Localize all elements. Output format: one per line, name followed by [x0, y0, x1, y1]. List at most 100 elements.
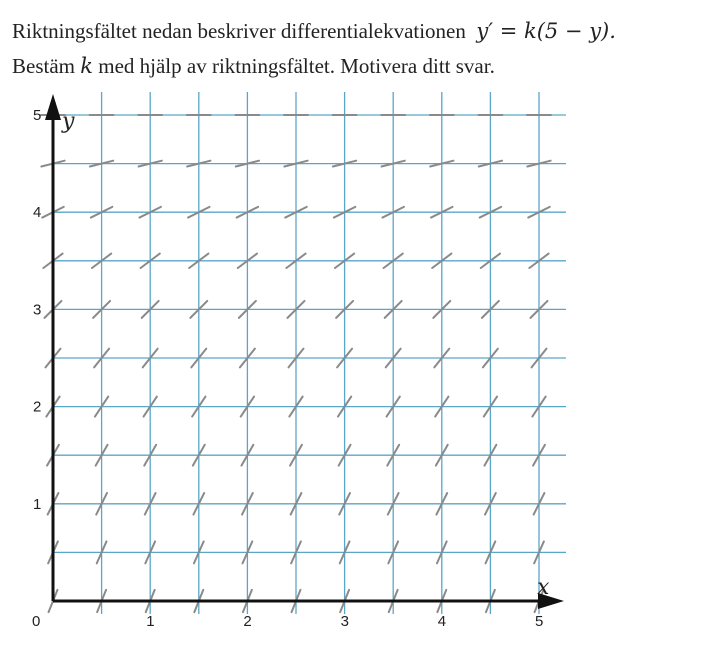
slope-segment: [140, 299, 160, 319]
slope-segment: [435, 492, 449, 516]
slope-segment: [290, 540, 302, 565]
slope-segment: [383, 299, 403, 319]
origin-label: 0: [32, 613, 40, 630]
question-line-1: Riktningsfältet nedan beskriver differen…: [12, 14, 698, 49]
slope-segment: [432, 299, 452, 319]
slope-segment: [191, 395, 207, 418]
y-axis-title: y: [61, 109, 75, 134]
slope-segment: [138, 205, 162, 219]
slope-segment: [139, 252, 161, 269]
slope-segment: [137, 159, 163, 168]
slope-segment: [429, 159, 455, 168]
slope-segment: [287, 347, 305, 369]
slope-segment: [480, 299, 500, 319]
slope-segment: [188, 252, 210, 269]
question-instruction: med hjälp av riktningsfältet. Motivera d…: [98, 54, 495, 78]
slope-segment: [241, 540, 254, 565]
slope-segment: [338, 492, 351, 516]
slope-segment: [289, 492, 303, 516]
question-line-2: Bestäm k med hjälp av riktningsfältet. M…: [12, 49, 698, 84]
slope-segment: [335, 299, 355, 319]
slope-segment: [532, 443, 546, 467]
slope-segments: [40, 114, 552, 614]
slope-segment: [529, 299, 549, 319]
axes: [45, 94, 564, 609]
slope-segment: [477, 159, 504, 168]
x-axis-title: x: [537, 575, 550, 600]
slope-segment: [332, 205, 357, 219]
slope-segment: [94, 443, 109, 467]
slope-segment: [430, 205, 454, 219]
slope-segment: [527, 205, 551, 219]
slope-segment: [434, 395, 450, 418]
slope-segment: [190, 347, 208, 369]
slope-segment: [483, 443, 498, 467]
slope-segment: [192, 492, 206, 516]
slope-segment: [431, 252, 453, 269]
slope-segment: [530, 347, 548, 369]
slope-segment: [478, 205, 503, 219]
slope-segment: [283, 159, 309, 168]
question-prefix: Riktningsfältet nedan beskriver differen…: [12, 19, 466, 43]
slope-segment: [143, 443, 158, 467]
slope-segment: [381, 205, 405, 219]
slope-segment: [526, 159, 552, 168]
x-tick-label: 3: [341, 613, 349, 630]
x-tick-label: 1: [146, 613, 154, 630]
slope-segment: [234, 159, 261, 168]
slope-segment: [187, 205, 211, 219]
slope-segment: [380, 159, 406, 168]
slope-segment: [93, 347, 111, 369]
slope-segment: [479, 252, 501, 269]
axis-labels: 0 x y 1 2 3 4 5 1 2 3 4 5: [32, 107, 550, 630]
slope-segment: [285, 252, 307, 269]
slope-segment: [241, 492, 254, 516]
y-tick-label: 4: [33, 204, 41, 221]
slope-segment: [386, 443, 401, 467]
y-tick-label: 1: [33, 496, 41, 513]
y-tick-label: 3: [33, 301, 41, 318]
slope-segment: [336, 395, 353, 418]
slope-segment: [336, 347, 354, 369]
slope-segment: [337, 443, 352, 467]
slope-segment: [192, 540, 205, 565]
parameter-k: k: [80, 54, 93, 78]
slope-segment: [88, 159, 115, 168]
slope-segment: [533, 540, 545, 565]
slope-segment: [435, 540, 448, 565]
slope-segment: [434, 443, 449, 467]
slope-segment: [95, 540, 108, 565]
slope-segment: [382, 252, 404, 269]
question-verb: Bestäm: [12, 54, 75, 78]
slope-segment: [385, 395, 401, 418]
slope-segment: [387, 540, 400, 565]
x-tick-label: 5: [535, 613, 543, 630]
slope-segment: [239, 395, 256, 418]
slope-segment: [482, 395, 499, 418]
slope-segment: [238, 347, 256, 369]
slope-segment: [481, 347, 499, 369]
slope-segment: [186, 159, 212, 168]
slope-segment: [433, 347, 451, 369]
slope-segment: [141, 347, 159, 369]
slope-segment: [89, 205, 114, 219]
slope-segment: [95, 492, 108, 516]
slope-segment: [484, 540, 497, 565]
x-tick-label: 2: [243, 613, 251, 630]
slope-segment: [484, 492, 497, 516]
slope-segment: [235, 205, 260, 219]
y-axis-arrowhead: [45, 94, 61, 120]
slope-segment: [338, 540, 351, 565]
x-axis-arrowhead: [538, 593, 564, 609]
slope-segment: [331, 159, 358, 168]
slope-segment: [286, 299, 306, 319]
question-text: Riktningsfältet nedan beskriver differen…: [12, 14, 698, 84]
slope-segment: [386, 492, 400, 516]
y-tick-label: 5: [33, 107, 41, 124]
slope-segment: [531, 395, 547, 418]
slope-segment: [236, 252, 258, 269]
slope-segment: [93, 395, 110, 418]
slope-segment: [334, 252, 356, 269]
slope-segment: [240, 443, 255, 467]
